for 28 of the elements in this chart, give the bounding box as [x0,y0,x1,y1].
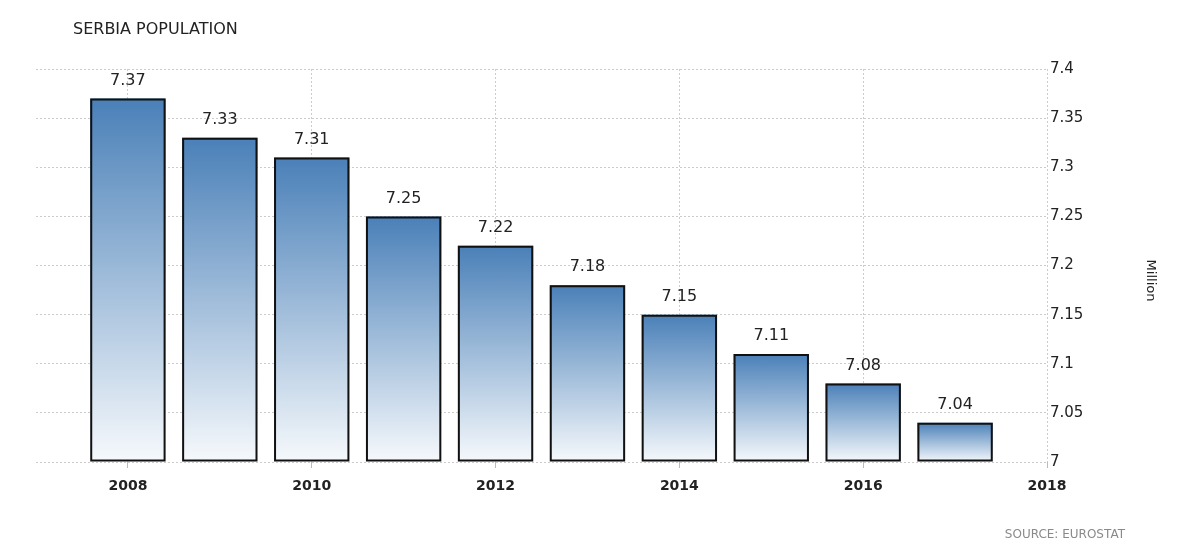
y-tick-label: 7.2 [1050,255,1074,274]
y-tick-label: 7.25 [1050,206,1084,225]
chart-title: SERBIA POPULATION [73,19,238,39]
data-label: 7.22 [477,217,514,237]
data-label: 7.11 [753,325,790,345]
y-tick-label: 7 [1050,451,1060,470]
y-tick-label: 7.3 [1050,157,1074,176]
data-label: 7.33 [202,108,238,128]
x-tick-label: 2010 [292,477,332,494]
x-tick-label: 2018 [1027,477,1067,494]
y-tick-label: 7.05 [1050,402,1084,421]
x-tick-label: 2012 [476,477,516,494]
source-note: SOURCE: EUROSTAT [1004,527,1126,542]
y-axis-title: Million [1143,259,1159,302]
data-label: 7.25 [385,187,422,207]
x-tick-label: 2014 [659,477,700,494]
data-label: 7.37 [110,69,146,89]
y-tick-label: 7.1 [1050,353,1074,372]
data-label: 7.31 [293,128,330,148]
data-label: 7.18 [569,256,606,276]
y-tick-label: 7.4 [1050,58,1074,77]
data-label: 7.08 [845,354,881,374]
y-tick-label: 7.35 [1050,108,1084,127]
data-label: 7.15 [661,285,698,305]
data-label: 7.04 [937,393,973,413]
y-tick-label: 7.15 [1050,304,1084,323]
x-tick-label: 2008 [108,477,148,494]
x-tick-label: 2016 [843,477,883,494]
